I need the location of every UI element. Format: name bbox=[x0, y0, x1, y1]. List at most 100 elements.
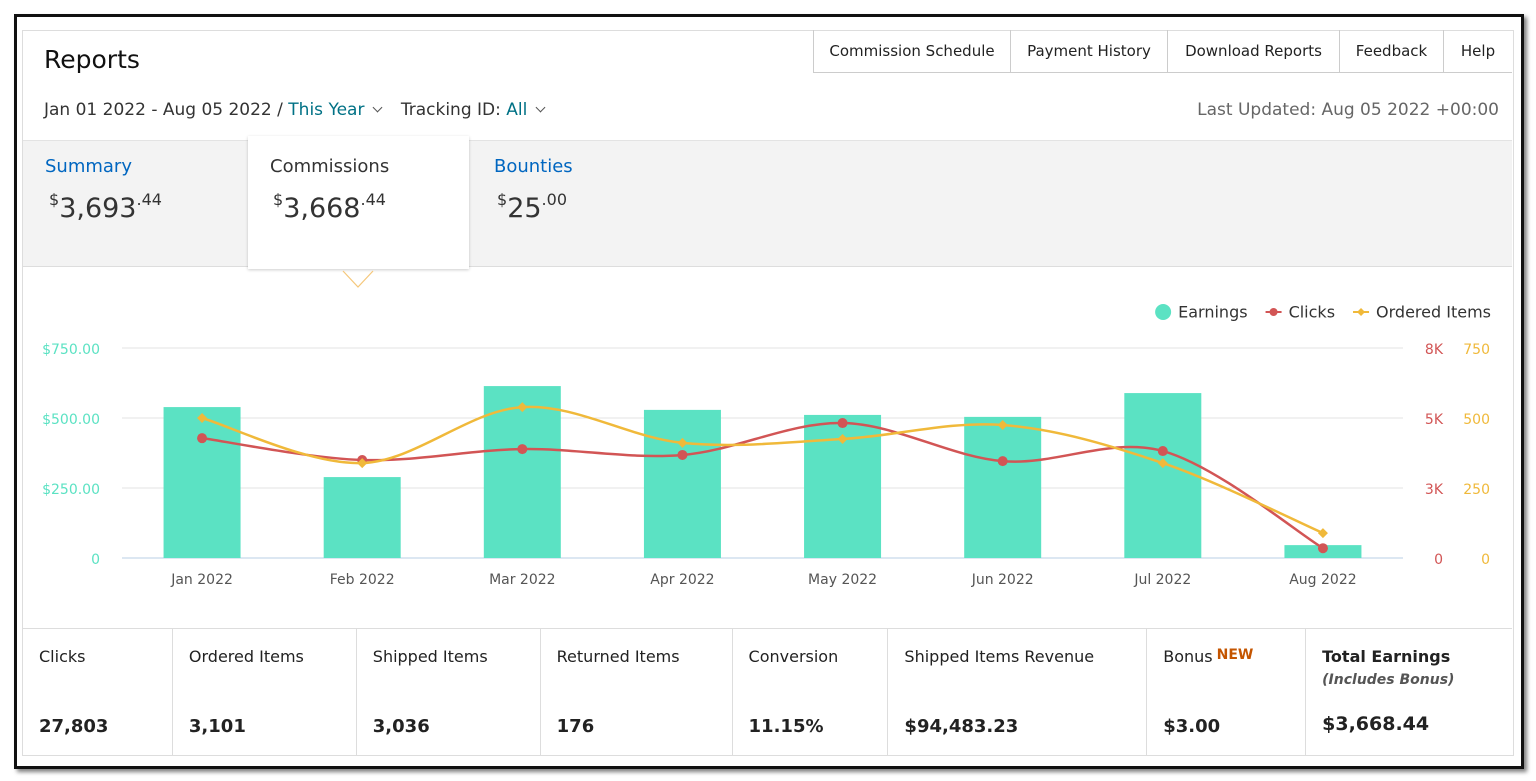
amount-whole: 3,693 bbox=[59, 193, 137, 224]
stat-label: Conversion bbox=[748, 647, 839, 666]
tab[interactable]: Payment History bbox=[1010, 30, 1167, 72]
amount: $3,693.44 bbox=[49, 190, 162, 224]
date-filter: Jan 01 2022 - Aug 05 2022 / This Year Tr… bbox=[44, 100, 552, 120]
x-tick-label: Feb 2022 bbox=[330, 572, 395, 588]
point bbox=[997, 456, 1008, 467]
amount-fraction: .44 bbox=[360, 190, 386, 209]
bar bbox=[1124, 393, 1202, 558]
new-badge: NEW bbox=[1216, 647, 1254, 663]
point bbox=[837, 434, 848, 444]
legend-label: Clicks bbox=[1289, 303, 1335, 322]
date-range: Jan 01 2022 - Aug 05 2022 / bbox=[44, 100, 283, 120]
y-tick-label: $750.00 bbox=[42, 342, 100, 358]
top-tabs: Commission Schedule Payment History Down… bbox=[813, 30, 1512, 73]
y-tick-label: 0 bbox=[91, 552, 100, 568]
stat-value: $94,483.23 bbox=[904, 716, 1019, 737]
stat-value: $3.00 bbox=[1163, 716, 1221, 737]
stat-label: Ordered Items bbox=[188, 647, 304, 666]
amount-whole: 25 bbox=[507, 193, 542, 224]
legend-marker bbox=[1269, 308, 1278, 316]
bar bbox=[483, 386, 561, 558]
legend-marker bbox=[1357, 308, 1366, 316]
point bbox=[997, 420, 1008, 430]
stat: Returned Items 176 bbox=[539, 629, 732, 755]
point bbox=[197, 433, 208, 444]
currency: $ bbox=[49, 190, 60, 209]
stat-label: Clicks bbox=[39, 647, 86, 666]
stat-value: 11.15% bbox=[748, 716, 824, 737]
stat-label: Bonus NEW bbox=[1163, 647, 1253, 666]
bounties-tab[interactable]: Bounties bbox=[494, 156, 573, 177]
x-tick-label: Aug 2022 bbox=[1289, 572, 1356, 588]
amount-fraction: .44 bbox=[136, 190, 162, 209]
stat: Ordered Items 3,101 bbox=[171, 629, 356, 755]
y2-tick-label: 8K bbox=[1425, 342, 1444, 358]
point bbox=[517, 444, 528, 455]
stat-label-text: Total Earnings bbox=[1322, 647, 1451, 666]
x-tick-label: Apr 2022 bbox=[650, 572, 714, 588]
point bbox=[1157, 458, 1168, 469]
tab[interactable]: Download Reports bbox=[1167, 30, 1339, 72]
selected-tab bbox=[248, 136, 469, 269]
summary-tab[interactable]: Summary bbox=[45, 156, 132, 177]
commissions-tab[interactable]: Commissions bbox=[270, 156, 390, 177]
legend-label: Earnings bbox=[1178, 303, 1247, 322]
y-tick-label: $250.00 bbox=[42, 482, 100, 498]
y3-tick-label: 500 bbox=[1463, 412, 1490, 428]
period-select[interactable]: This Year bbox=[288, 100, 365, 120]
x-tick-label: Jan 2022 bbox=[170, 572, 233, 588]
y2-tick-label: 5K bbox=[1425, 412, 1444, 428]
last-updated: Last Updated: Aug 05 2022 +00:00 bbox=[1197, 100, 1499, 120]
point bbox=[517, 402, 528, 413]
y2-tick-label: 3K bbox=[1425, 482, 1444, 498]
y3-tick-label: 0 bbox=[1481, 552, 1490, 568]
x-tick-label: May 2022 bbox=[808, 572, 877, 588]
bar bbox=[163, 407, 241, 558]
amount-fraction: .00 bbox=[541, 190, 567, 209]
line bbox=[201, 405, 1324, 535]
amount: $25.00 bbox=[497, 190, 567, 224]
point bbox=[1317, 528, 1328, 539]
bar bbox=[964, 416, 1042, 558]
bar bbox=[323, 477, 401, 558]
stat-label-text: Bonus bbox=[1163, 647, 1213, 666]
point bbox=[837, 418, 848, 429]
stat-value: 27,803 bbox=[39, 716, 109, 737]
y3-tick-label: 750 bbox=[1463, 342, 1490, 358]
stat-label: Total Earnings (Includes Bonus) bbox=[1322, 647, 1454, 688]
stat-label: Shipped Items Revenue bbox=[904, 647, 1095, 666]
currency: $ bbox=[497, 190, 508, 209]
y2-tick-label: 0 bbox=[1434, 552, 1443, 568]
y3-tick-label: 250 bbox=[1463, 482, 1490, 498]
tab-pointer bbox=[342, 270, 374, 288]
currency: $ bbox=[273, 190, 284, 209]
stat-value: 3,036 bbox=[372, 716, 430, 737]
stats-row: Clicks 27,803 Ordered Items 3,101 Shipped … bbox=[23, 628, 1512, 755]
stat: Conversion 11.15% bbox=[731, 629, 888, 755]
amount-whole: 3,668 bbox=[283, 193, 361, 224]
point bbox=[677, 437, 688, 448]
point bbox=[1157, 446, 1168, 457]
stat: Total Earnings (Includes Bonus) $3,668.44 bbox=[1305, 629, 1512, 755]
point bbox=[1317, 543, 1328, 554]
stat-value: 3,101 bbox=[188, 716, 246, 737]
tab[interactable]: Feedback bbox=[1339, 30, 1443, 72]
stat-value: $3,668.44 bbox=[1322, 713, 1430, 735]
point bbox=[197, 413, 208, 423]
tab[interactable]: Help bbox=[1443, 30, 1512, 72]
tab[interactable]: Commission Schedule bbox=[813, 30, 1010, 72]
x-tick-label: Jun 2022 bbox=[971, 572, 1034, 588]
stat: Shipped Items Revenue $94,483.23 bbox=[887, 629, 1146, 755]
stat-label: Returned Items bbox=[556, 647, 680, 666]
legend-marker bbox=[1155, 304, 1172, 320]
x-tick-label: Mar 2022 bbox=[489, 572, 556, 588]
y-tick-label: $500.00 bbox=[42, 412, 100, 428]
bar bbox=[643, 409, 721, 558]
tracking-select[interactable]: All bbox=[506, 100, 528, 120]
stat: Shipped Items 3,036 bbox=[355, 629, 540, 755]
report-card bbox=[22, 30, 1514, 756]
page-title: Reports bbox=[44, 45, 140, 74]
stat-label: Shipped Items bbox=[372, 647, 488, 666]
